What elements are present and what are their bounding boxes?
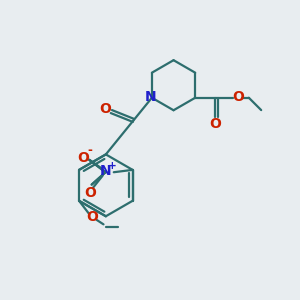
Text: N: N — [145, 90, 156, 104]
Text: O: O — [232, 90, 244, 104]
Text: -: - — [88, 144, 92, 157]
Text: N: N — [100, 164, 111, 178]
Text: O: O — [99, 102, 111, 116]
Text: O: O — [77, 151, 89, 164]
Text: +: + — [108, 161, 116, 171]
Text: O: O — [86, 210, 98, 224]
Text: O: O — [84, 186, 96, 200]
Text: O: O — [210, 117, 221, 131]
